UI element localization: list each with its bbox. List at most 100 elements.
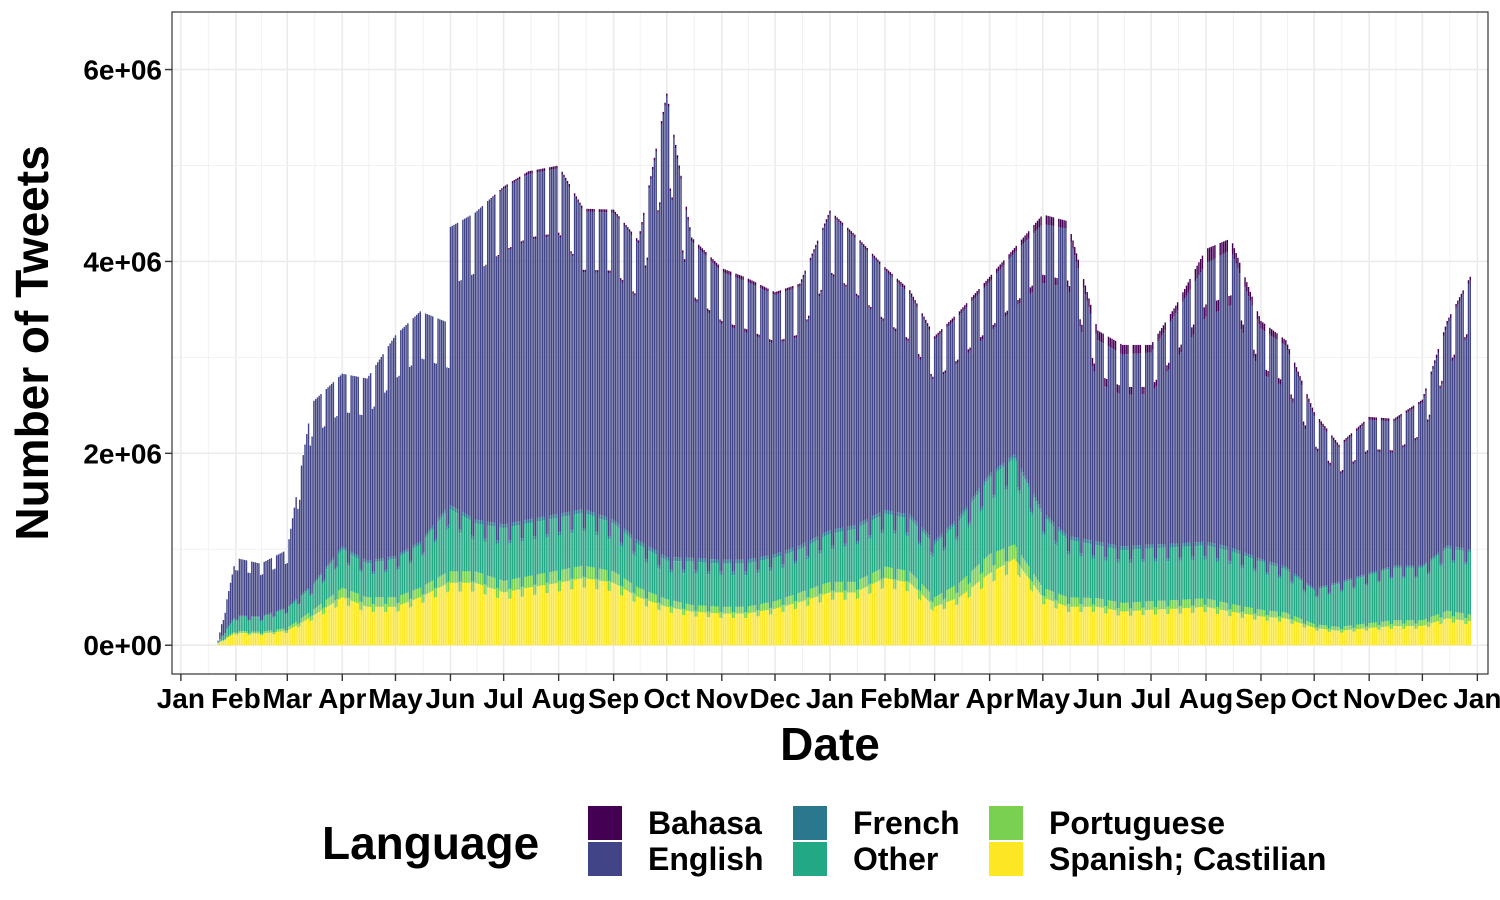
bar-other (1026, 483, 1028, 564)
bar-bahasa (524, 173, 526, 177)
bar-other (1329, 594, 1331, 629)
bar-portuguese (694, 610, 696, 617)
bar-other (1049, 522, 1051, 591)
bar-spanish-castilian (1435, 621, 1438, 646)
bar-spanish-castilian (463, 582, 466, 646)
bar-english (538, 172, 540, 518)
bar-english (829, 213, 831, 531)
bar-stack (1322, 423, 1324, 646)
bar-portuguese (368, 597, 370, 607)
bar-bahasa (827, 214, 829, 218)
bar-stack (1439, 385, 1441, 646)
bar-spanish-castilian (238, 632, 241, 646)
bar-english (1098, 341, 1101, 542)
bar-portuguese (604, 569, 606, 582)
bar-stack (1168, 362, 1170, 646)
bar-english (880, 319, 883, 531)
bar-spanish-castilian (996, 569, 998, 646)
bar-portuguese (1320, 624, 1322, 629)
bar-other (962, 515, 964, 580)
bar-portuguese (1393, 620, 1395, 627)
bar-portuguese (1309, 622, 1312, 627)
bar-portuguese (1246, 607, 1248, 615)
bar-spanish-castilian (298, 626, 301, 646)
bar-english (745, 332, 748, 572)
bar-portuguese (1304, 623, 1307, 628)
bar-stack (857, 295, 860, 646)
bar-french (1019, 490, 1021, 494)
bar-english (740, 279, 743, 560)
bar-portuguese (463, 571, 466, 583)
bar-english (400, 330, 402, 553)
bar-other (320, 575, 322, 604)
bar-english (650, 178, 652, 548)
bar-portuguese (1118, 608, 1120, 616)
bar-stack (877, 259, 879, 646)
bar-french (1290, 581, 1292, 584)
bar-french (894, 530, 897, 534)
bar-bahasa (1279, 379, 1282, 385)
bar-french (451, 506, 453, 511)
bar-other (699, 562, 702, 606)
bar-stack (1086, 291, 1088, 646)
bar-bahasa (1407, 409, 1409, 413)
bar-stack (690, 237, 693, 646)
bar-portuguese (669, 606, 672, 613)
bar-french (483, 538, 485, 542)
bar-english (1467, 284, 1470, 549)
bar-spanish-castilian (1139, 610, 1142, 646)
bar-french (685, 557, 688, 562)
bar-spanish-castilian (1230, 616, 1232, 646)
bar-other (749, 562, 751, 607)
bar-other (809, 543, 812, 589)
bar-other (357, 558, 359, 594)
bar-other (965, 510, 968, 577)
bar-stack (971, 297, 973, 646)
bar-portuguese (996, 551, 998, 570)
bar-stack (1074, 246, 1076, 646)
bar-bahasa (949, 320, 952, 324)
bar-portuguese (703, 605, 705, 613)
bar-spanish-castilian (859, 589, 861, 646)
bar-french (1199, 541, 1202, 546)
bar-spanish-castilian (845, 599, 847, 646)
bar-english (1290, 399, 1292, 582)
bar-stack (797, 284, 799, 646)
bar-french (549, 515, 551, 520)
bar-french (1455, 546, 1457, 550)
bar-french (1182, 543, 1184, 547)
bar-english (822, 230, 824, 534)
bar-english (1347, 439, 1349, 580)
bar-spanish-castilian (526, 587, 528, 646)
bar-spanish-castilian (1297, 622, 1299, 646)
bar-spanish-castilian (1047, 599, 1049, 646)
bar-bahasa (1379, 449, 1381, 453)
bar-bahasa (988, 276, 991, 282)
bar-other (1400, 567, 1402, 621)
bar-spanish-castilian (751, 612, 753, 646)
bar-english (664, 105, 666, 556)
bar-english (1451, 360, 1454, 561)
bar-other (1247, 557, 1250, 608)
bar-other (657, 568, 659, 603)
bar-other (692, 561, 695, 606)
bar-spanish-castilian (1082, 606, 1085, 646)
bar-portuguese (988, 554, 991, 574)
bar-bahasa (939, 330, 941, 335)
bar-other (1297, 578, 1299, 618)
bar-english (1003, 265, 1005, 463)
bar-portuguese (1285, 612, 1287, 619)
bar-portuguese (375, 597, 377, 607)
bar-stack (917, 354, 920, 646)
bar-spanish-castilian (687, 610, 689, 646)
bar-english (1113, 349, 1115, 545)
bar-other (1246, 556, 1248, 608)
bar-bahasa (965, 303, 968, 308)
bar-stack (751, 280, 753, 646)
bar-portuguese (682, 608, 684, 615)
bar-spanish-castilian (502, 592, 505, 646)
bar-stack (607, 270, 610, 646)
bar-spanish-castilian (980, 589, 982, 646)
bar-other (350, 554, 352, 592)
bar-other (760, 560, 762, 604)
